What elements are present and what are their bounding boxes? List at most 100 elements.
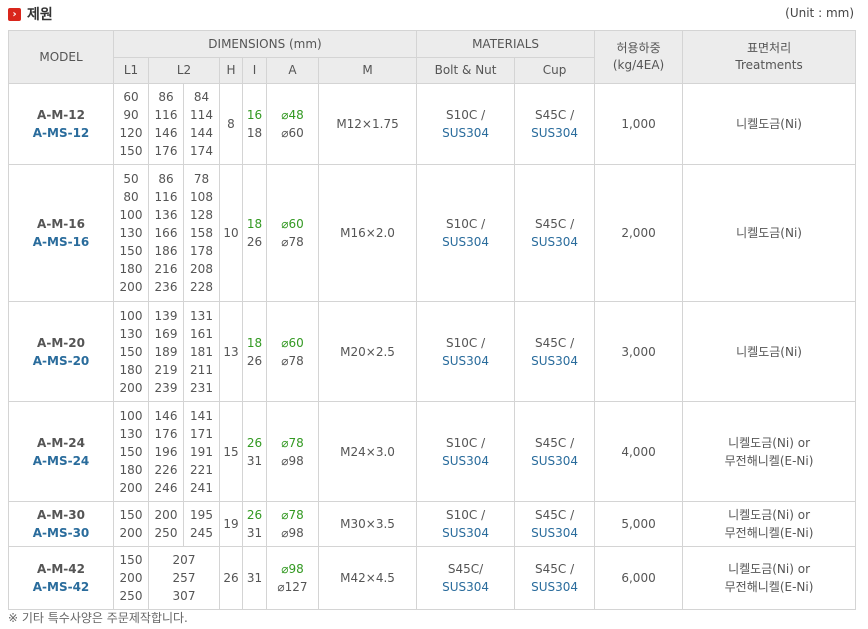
l1-value: 200 [119, 280, 143, 294]
l2-value: 216 [154, 262, 178, 276]
col-bolt-nut: Bolt & Nut [416, 57, 516, 84]
m-cell: M30×3.5 [317, 501, 418, 547]
l2-sus-value: 114 [190, 108, 213, 122]
l2-value: 116 [154, 190, 178, 204]
model-name: A-M-42 [37, 562, 85, 576]
a-cell: ⌀78 ⌀98 [266, 501, 319, 547]
l2-value: 186 [154, 244, 178, 258]
bolt-material-sus: SUS304 [442, 580, 489, 594]
a-cell: ⌀78 ⌀98 [266, 401, 319, 502]
i-value: 18 [246, 217, 263, 231]
h-cell: 10 [219, 164, 243, 302]
load-cell: 6,000 [594, 546, 684, 610]
l2-value: 189 [154, 344, 178, 359]
bolt-material: S10C / [445, 335, 486, 350]
a-value: ⌀60 [281, 217, 304, 231]
l2-cell: 207 257 307 [148, 546, 220, 610]
l1-value: 180 [119, 462, 143, 477]
a-value: ⌀48 [281, 108, 304, 122]
i-cell: 26 31 [242, 501, 267, 547]
i-value: 26 [246, 508, 263, 522]
col-load-line2: (kg/4EA) [612, 58, 665, 72]
bolt-cell: S10C / SUS304 [416, 301, 516, 402]
cup-material-sus: SUS304 [531, 453, 578, 468]
a-value: ⌀98 [281, 562, 304, 576]
l2-sus-value: 171 [190, 426, 213, 441]
i-value: 31 [246, 526, 263, 540]
cup-material: S45C / [534, 217, 575, 231]
cup-material: S45C / [534, 335, 575, 350]
a-value: ⌀98 [281, 453, 304, 468]
m-cell: M16×2.0 [317, 164, 418, 302]
load-cell: 3,000 [594, 301, 684, 402]
l2-sus-value: 231 [190, 380, 213, 395]
model-name-sus: A-MS-30 [32, 526, 90, 540]
l2-sus-value: 181 [190, 344, 213, 359]
l1-value: 150 [119, 144, 143, 158]
unit-label: (Unit : mm) [785, 6, 854, 20]
treat-cell: 니켈도금(Ni) or 무전해니켈(E-Ni) [682, 546, 857, 610]
col-treat-line2: Treatments [735, 58, 803, 72]
treat-value: 니켈도금(Ni) or [728, 562, 811, 576]
model-cell: A-M-20 A-MS-20 [8, 301, 114, 402]
l1-value: 250 [119, 589, 143, 603]
bolt-material-sus: SUS304 [442, 126, 489, 140]
col-a: A [266, 57, 319, 84]
l2-sus-cell: 195 245 [183, 501, 220, 547]
table-row: A-M-12 A-MS-12 60 90 120 150 86 116 146 … [8, 83, 857, 165]
bolt-material: S45C/ [447, 562, 484, 576]
col-dimensions: DIMENSIONS (mm) [112, 30, 418, 58]
model-cell: A-M-30 A-MS-30 [8, 501, 114, 547]
l2-sus-cell: 131 161 181 211 231 [183, 301, 220, 402]
m-cell: M12×1.75 [317, 83, 418, 165]
m-cell: M20×2.5 [317, 301, 418, 402]
l1-value: 150 [119, 244, 143, 258]
section-title: 제원 [27, 7, 53, 23]
cup-material: S45C / [534, 562, 575, 576]
l1-value: 200 [119, 480, 143, 495]
l2-sus-value: 108 [190, 190, 213, 204]
cup-material-sus: SUS304 [531, 126, 578, 140]
a-cell: ⌀60 ⌀78 [266, 164, 319, 302]
model-name-sus: A-MS-20 [32, 353, 90, 368]
l2-sus-value: 174 [190, 144, 213, 158]
l1-value: 90 [123, 108, 139, 122]
bolt-material-sus: SUS304 [442, 353, 489, 368]
a-cell: ⌀98 ⌀127 [266, 546, 319, 610]
l2-value: 176 [154, 426, 178, 441]
l1-cell: 100 130 150 180 200 [113, 401, 149, 502]
l1-value: 60 [123, 90, 139, 104]
treat-value: 니켈도금(Ni) [736, 344, 802, 359]
model-name-sus: A-MS-16 [32, 235, 90, 249]
model-name-sus: A-MS-42 [32, 580, 90, 594]
bolt-cell: S10C / SUS304 [416, 401, 516, 502]
i-cell: 18 26 [242, 164, 267, 302]
l2-sus-value: 191 [190, 444, 213, 459]
l2-value: 239 [154, 380, 178, 395]
i-value: 31 [246, 453, 263, 468]
a-value: ⌀127 [277, 580, 308, 594]
cup-material-sus: SUS304 [531, 526, 578, 540]
l2-cell: 86 116 146 176 [148, 83, 184, 165]
col-load-line1: 허용하중 [616, 41, 661, 55]
a-value: ⌀60 [281, 335, 304, 350]
l2-sus-value: 158 [190, 226, 213, 240]
cup-material: S45C / [534, 508, 575, 522]
l2-value: 200 [154, 508, 178, 522]
l1-value: 120 [119, 126, 143, 140]
a-cell: ⌀48 ⌀60 [266, 83, 319, 165]
l2-value: 196 [154, 444, 178, 459]
l1-value: 100 [119, 208, 143, 222]
table-row: A-M-16 A-MS-16 50 80 100 130 150 180 200… [8, 164, 857, 302]
i-cell: 26 31 [242, 401, 267, 502]
a-cell: ⌀60 ⌀78 [266, 301, 319, 402]
l2-sus-cell: 84 114 144 174 [183, 83, 220, 165]
model-name: A-M-30 [37, 508, 85, 522]
l1-value: 50 [123, 172, 139, 186]
l2-cell: 86 116 136 166 186 216 236 [148, 164, 184, 302]
l1-value: 180 [119, 262, 143, 276]
i-cell: 18 26 [242, 301, 267, 402]
title-wrap: › 제원 [8, 4, 53, 24]
bolt-material: S10C / [445, 435, 486, 450]
col-model: MODEL [8, 30, 114, 84]
